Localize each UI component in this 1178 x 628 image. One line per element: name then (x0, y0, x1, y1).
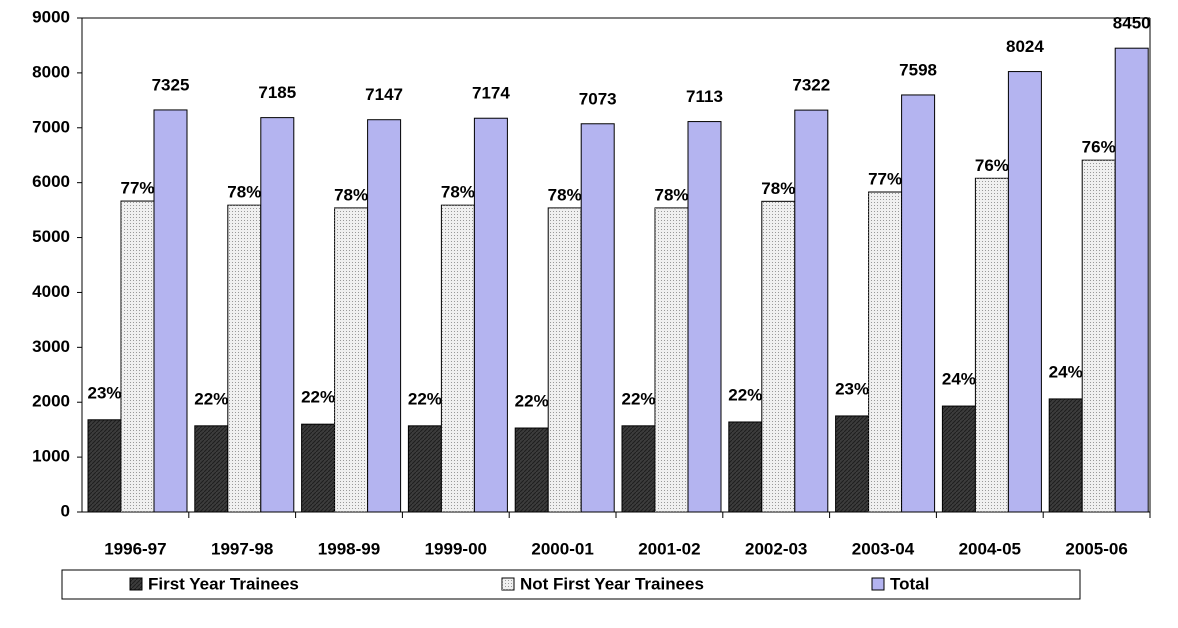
bar (440, 204, 475, 513)
y-tick-label: 0 (61, 501, 70, 520)
y-tick-label: 3000 (32, 337, 70, 356)
x-tick-label: 2005-06 (1065, 539, 1127, 558)
data-label: 7147 (365, 85, 403, 104)
data-label: 7598 (899, 60, 937, 79)
share-label: 78% (227, 183, 261, 202)
x-tick-label: 1998-99 (318, 539, 380, 558)
bar (514, 427, 549, 513)
share-label: 22% (194, 389, 228, 408)
bar (194, 425, 229, 513)
bar (654, 207, 689, 513)
y-tick-label: 5000 (32, 227, 70, 246)
share-label: 22% (408, 389, 442, 408)
share-label: 77% (120, 179, 154, 198)
bar (153, 109, 188, 513)
share-label: 78% (441, 183, 475, 202)
share-label: 77% (868, 169, 902, 188)
data-label: 7073 (579, 89, 617, 108)
bar (761, 200, 796, 513)
share-label: 76% (1082, 138, 1116, 157)
share-label: 22% (621, 389, 655, 408)
data-label: 7174 (472, 84, 510, 103)
y-tick-label: 9000 (32, 7, 70, 26)
x-tick-label: 1997-98 (211, 539, 273, 558)
share-label: 78% (654, 185, 688, 204)
y-tick-label: 6000 (32, 172, 70, 191)
data-label: 7185 (258, 83, 296, 102)
bar (835, 415, 870, 513)
data-label: 8450 (1113, 14, 1151, 33)
bar (301, 423, 336, 513)
share-label: 24% (942, 370, 976, 389)
share-label: 22% (515, 392, 549, 411)
bar (974, 177, 1009, 513)
share-label: 78% (548, 185, 582, 204)
bar (260, 117, 295, 513)
share-label: 24% (1049, 362, 1083, 381)
data-label: 7113 (686, 87, 723, 106)
bar (473, 117, 508, 513)
bar (367, 119, 402, 513)
bar (1007, 71, 1042, 513)
legend-texture (502, 578, 514, 590)
x-tick-label: 2001-02 (638, 539, 700, 558)
legend-label: First Year Trainees (148, 574, 299, 593)
bar (87, 419, 122, 513)
y-tick-label: 1000 (32, 447, 70, 466)
x-tick-label: 2003-04 (852, 539, 915, 558)
bar (1114, 47, 1149, 513)
share-label: 22% (728, 385, 762, 404)
x-tick-label: 1996-97 (104, 539, 166, 558)
x-tick-label: 1999-00 (425, 539, 487, 558)
legend-label: Total (890, 574, 929, 593)
y-tick-label: 2000 (32, 392, 70, 411)
bar (1081, 159, 1116, 513)
bar (1048, 398, 1083, 513)
bar (901, 94, 936, 513)
bar (941, 405, 976, 513)
y-tick-label: 4000 (32, 282, 70, 301)
x-tick-label: 2004-05 (959, 539, 1021, 558)
legend-texture (130, 578, 142, 590)
legend-box (61, 569, 1081, 600)
share-label: 78% (334, 185, 368, 204)
data-label: 8024 (1006, 37, 1044, 56)
data-label: 7325 (152, 75, 190, 94)
bar (334, 207, 369, 513)
bar (227, 204, 262, 513)
bar (868, 191, 903, 513)
x-tick-label: 2000-01 (531, 539, 593, 558)
y-tick-label: 8000 (32, 62, 70, 81)
bar (120, 200, 155, 513)
bar (687, 121, 722, 513)
legend-swatch (871, 577, 885, 591)
bar (794, 109, 829, 513)
bar (728, 421, 763, 513)
bar (580, 123, 615, 513)
y-tick-label: 7000 (32, 117, 70, 136)
share-label: 78% (761, 179, 795, 198)
share-label: 22% (301, 388, 335, 407)
bar (621, 425, 656, 513)
bar (547, 207, 582, 513)
share-label: 23% (835, 379, 869, 398)
share-label: 76% (975, 156, 1009, 175)
legend-label: Not First Year Trainees (520, 574, 704, 593)
data-label: 7322 (792, 76, 830, 95)
share-label: 23% (87, 383, 121, 402)
x-tick-label: 2002-03 (745, 539, 807, 558)
bar (407, 425, 442, 513)
